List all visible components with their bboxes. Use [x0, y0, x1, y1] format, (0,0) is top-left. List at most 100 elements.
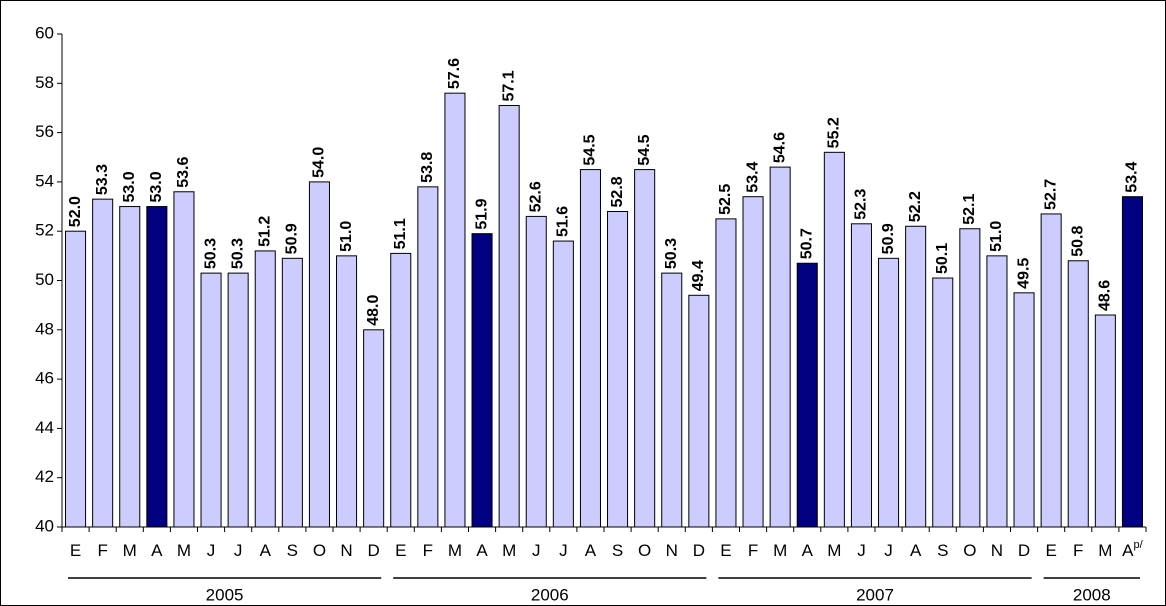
x-tick-label: E: [70, 541, 81, 560]
bar: [878, 257, 900, 528]
x-tick-label: F: [423, 541, 433, 560]
value-label: 50.7: [798, 228, 815, 259]
y-tick-label: 54: [35, 171, 54, 190]
x-tick-label-text: M: [773, 541, 787, 560]
value-label: 51.2: [256, 216, 273, 247]
x-tick-label: E: [395, 541, 406, 560]
value-label: 52.0: [67, 196, 84, 227]
value-label: 50.8: [1069, 226, 1086, 257]
x-tick-label-text: N: [340, 541, 352, 560]
bar: [498, 104, 520, 528]
bar: [92, 198, 114, 528]
y-tick-label: 52: [35, 221, 54, 240]
x-tick-label-text: F: [97, 541, 107, 560]
bar: [1067, 260, 1089, 528]
value-label: 52.7: [1042, 179, 1059, 210]
x-tick-label-text: D: [368, 541, 380, 560]
value-label: 51.1: [392, 218, 409, 249]
x-tick-label: A: [260, 541, 272, 560]
x-tick-label: F: [748, 541, 758, 560]
value-label: 54.0: [311, 147, 328, 178]
value-label: 53.4: [1124, 161, 1141, 192]
bar: [254, 250, 276, 528]
x-tick-label-text: M: [177, 541, 191, 560]
x-tick-label: O: [963, 541, 976, 560]
value-label: 53.6: [175, 157, 192, 188]
bar: [661, 272, 683, 528]
x-tick-label-text: M: [448, 541, 462, 560]
bar: [146, 206, 168, 528]
y-tick-label: 46: [35, 369, 54, 388]
x-tick-label-text: E: [1045, 541, 1056, 560]
x-tick-label-text: M: [123, 541, 137, 560]
value-label: 54.5: [636, 134, 653, 165]
x-tick-label: M: [123, 541, 137, 560]
bar: [65, 230, 87, 528]
bar: [986, 255, 1008, 528]
value-label: 49.5: [1015, 258, 1032, 289]
bar: [363, 329, 385, 528]
bar: [634, 169, 656, 528]
x-tick-label: J: [857, 541, 866, 560]
y-tick-label: 56: [35, 122, 54, 141]
bar: [932, 277, 954, 528]
group-label: 2005: [206, 585, 244, 604]
x-tick-label: M: [177, 541, 191, 560]
value-label: 50.9: [880, 223, 897, 254]
value-label: 51.0: [988, 221, 1005, 252]
x-tick-label-text: A: [151, 541, 163, 560]
value-label: 51.0: [338, 221, 355, 252]
x-tick-label: E: [1045, 541, 1056, 560]
value-label: 52.6: [527, 181, 544, 212]
x-tick-label: M: [827, 541, 841, 560]
value-label: 49.4: [690, 260, 707, 291]
x-tick-label-text: M: [502, 541, 516, 560]
group-label: 2008: [1073, 585, 1111, 604]
bar: [607, 210, 629, 528]
value-label: 52.1: [961, 193, 978, 224]
value-label: 57.1: [500, 70, 517, 101]
bar: [769, 166, 791, 528]
x-tick-label: J: [207, 541, 216, 560]
x-tick-label-text: D: [693, 541, 705, 560]
x-tick-label-text: E: [395, 541, 406, 560]
x-tick-label-text: S: [287, 541, 298, 560]
x-tick-label: S: [287, 541, 298, 560]
value-label: 53.0: [148, 171, 165, 202]
bar: [119, 206, 141, 528]
value-label: 50.1: [934, 243, 951, 274]
x-tick-label-text: J: [884, 541, 893, 560]
y-tick-label: 58: [35, 73, 54, 92]
x-tick-label: A: [585, 541, 597, 560]
x-tick-label: Ap/: [1122, 539, 1143, 561]
bar: [390, 252, 412, 528]
x-tick-label: J: [234, 541, 243, 560]
bar: [1094, 314, 1116, 528]
x-tick-label: O: [638, 541, 651, 560]
x-tick-label: M: [502, 541, 516, 560]
x-tick-label-text: S: [937, 541, 948, 560]
x-tick-label-text: N: [666, 541, 678, 560]
bar: [905, 225, 927, 528]
x-tick-label: N: [991, 541, 1003, 560]
x-tick-label-text: A: [476, 541, 488, 560]
bar: [444, 92, 466, 528]
value-label: 52.5: [717, 184, 734, 215]
bar: [552, 240, 574, 528]
x-tick-label-text: J: [559, 541, 568, 560]
x-tick-label: D: [693, 541, 705, 560]
bar: [281, 257, 303, 528]
bar: [1121, 196, 1143, 528]
bar: [1040, 213, 1062, 528]
y-tick-label: 44: [35, 418, 54, 437]
x-tick-label-text: A: [802, 541, 814, 560]
x-tick-label-text: J: [234, 541, 243, 560]
x-tick-label-text: A: [260, 541, 272, 560]
y-tick-label: 50: [35, 270, 54, 289]
y-tick-label: 42: [35, 467, 54, 486]
bar: [471, 233, 493, 528]
value-label: 50.3: [663, 238, 680, 269]
x-tick-label: J: [884, 541, 893, 560]
